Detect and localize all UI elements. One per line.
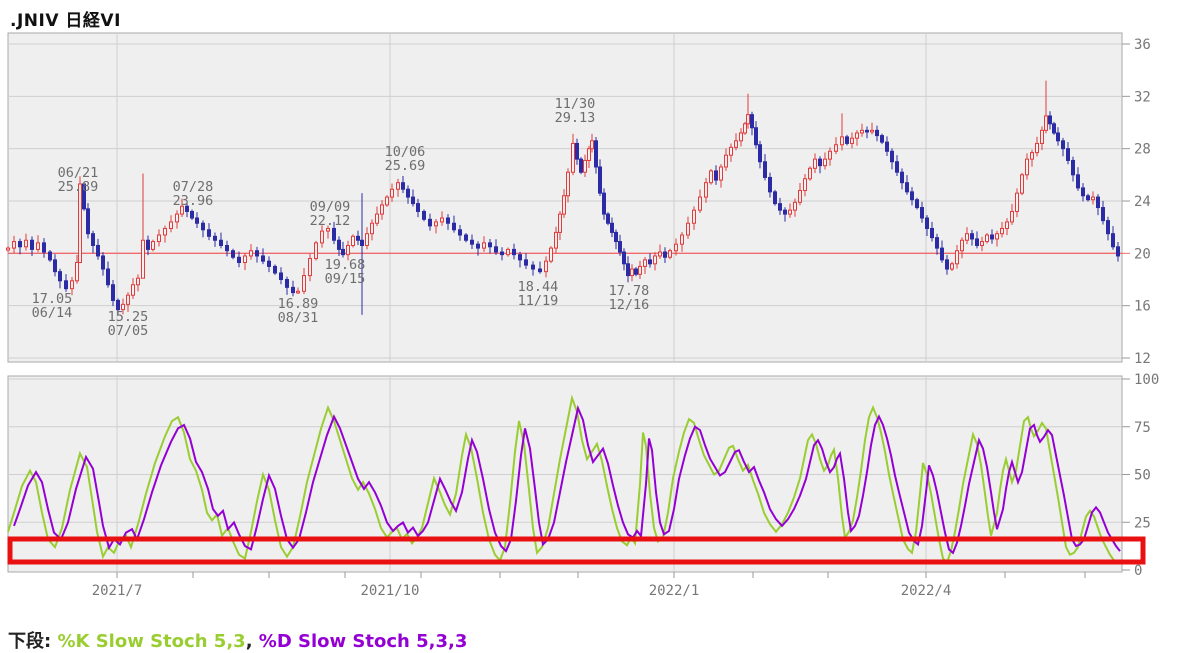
svg-text:12: 12	[1134, 351, 1151, 367]
candlestick-series	[6, 80, 1120, 316]
svg-text:25.69: 25.69	[385, 158, 426, 174]
svg-text:12/16: 12/16	[609, 297, 650, 313]
svg-text:19.68: 19.68	[325, 257, 366, 273]
svg-text:2021/10: 2021/10	[360, 583, 419, 599]
svg-text:50: 50	[1134, 468, 1151, 484]
svg-text:75: 75	[1134, 420, 1151, 436]
svg-text:09/15: 09/15	[325, 271, 366, 287]
legend-prefix: 下段:	[8, 631, 58, 652]
svg-text:11/19: 11/19	[518, 293, 559, 309]
svg-text:07/28: 07/28	[173, 179, 214, 195]
svg-text:17.78: 17.78	[609, 283, 650, 299]
y-axis-labels: 36 32 28 24 20 16 12 100 75 50 25 0	[1122, 37, 1159, 579]
k-slow-stoch-line	[7, 394, 1119, 565]
svg-text:100: 100	[1134, 372, 1159, 388]
svg-text:18.44: 18.44	[518, 279, 559, 295]
svg-text:06/21: 06/21	[58, 165, 99, 181]
svg-text:25: 25	[1134, 515, 1151, 531]
svg-text:25.89: 25.89	[58, 179, 99, 195]
page-title: .JNIV 日経VI	[10, 11, 121, 31]
svg-text:10/06: 10/06	[385, 144, 426, 160]
legend-d-stoch: %D Slow Stoch 5,3,3	[258, 631, 468, 652]
legend-separator: ,	[245, 631, 259, 652]
gridlines	[8, 33, 1122, 572]
legend-k-stoch: %K Slow Stoch 5,3	[57, 631, 246, 652]
x-axis-labels: 2021/7 2021/10 2022/1 2022/4	[92, 572, 1086, 599]
svg-text:24: 24	[1134, 194, 1151, 210]
svg-text:06/14: 06/14	[32, 305, 73, 321]
svg-text:16.89: 16.89	[278, 296, 319, 312]
svg-text:22.12: 22.12	[310, 213, 351, 229]
svg-text:15.25: 15.25	[108, 309, 149, 325]
svg-text:23.96: 23.96	[173, 193, 214, 209]
svg-text:07/05: 07/05	[108, 323, 149, 339]
svg-text:08/31: 08/31	[278, 310, 319, 326]
svg-text:0: 0	[1134, 563, 1142, 579]
svg-text:20: 20	[1134, 246, 1151, 262]
svg-text:16: 16	[1134, 299, 1151, 315]
svg-text:17.05: 17.05	[32, 291, 73, 307]
svg-text:2022/4: 2022/4	[901, 583, 952, 599]
indicator-legend: 下段: %K Slow Stoch 5,3, %D Slow Stoch 5,3…	[8, 627, 467, 653]
svg-text:32: 32	[1134, 89, 1151, 105]
svg-text:11/30: 11/30	[555, 96, 596, 112]
svg-text:2021/7: 2021/7	[92, 583, 143, 599]
svg-text:09/09: 09/09	[310, 199, 351, 215]
svg-text:2022/1: 2022/1	[649, 583, 700, 599]
oversold-highlight-rect	[7, 536, 1146, 565]
d-slow-stoch-line	[13, 404, 1121, 555]
svg-text:29.13: 29.13	[555, 110, 596, 126]
svg-text:28: 28	[1134, 142, 1151, 158]
svg-text:36: 36	[1134, 37, 1151, 53]
